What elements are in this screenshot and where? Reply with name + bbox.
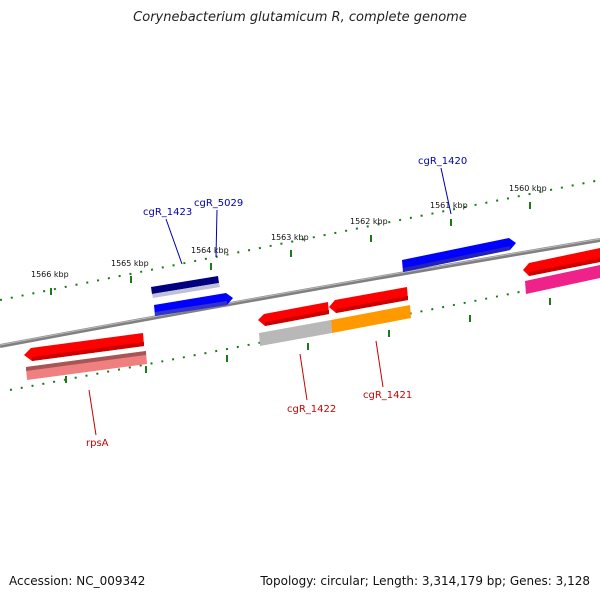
tick-label-1563: 1563 kbp (271, 233, 309, 242)
major-ticks (50, 202, 531, 295)
gene-label-cgR_1421: cgR_1421 (363, 390, 412, 401)
gene-label-cgR_1420: cgR_1420 (418, 156, 467, 167)
genome-summary-text: Topology: circular; Length: 3,314,179 bp… (260, 574, 590, 588)
genome-backbone (0, 238, 600, 348)
gene-right-red[interactable] (523, 248, 600, 276)
gene-label-cgR_1423: cgR_1423 (143, 207, 192, 218)
tick-label-1564: 1564 kbp (191, 246, 229, 255)
gene-cgR_1421[interactable] (329, 287, 411, 333)
genome-backbone-highlight (0, 238, 600, 346)
gene-label-rpsA: rpsA (86, 438, 109, 449)
accession-text: Accession: NC_009342 (9, 574, 146, 588)
inner-major-ticks (65, 298, 551, 383)
gene-rpsA[interactable] (24, 333, 147, 380)
gene-cgR_1423[interactable] (151, 276, 220, 298)
gene-label-cgR_1422: cgR_1422 (287, 404, 336, 415)
tick-label-1560: 1560 kbp (509, 184, 547, 193)
tick-label-1565: 1565 kbp (111, 259, 149, 268)
gene-right-pink[interactable] (525, 265, 600, 294)
map-title: Corynebacterium glutamicum R, complete g… (133, 10, 467, 25)
gene-cgR_1420[interactable] (402, 238, 516, 272)
tick-label-1562: 1562 kbp (350, 217, 388, 226)
gene-label-cgR_5029: cgR_5029 (194, 198, 243, 209)
gene-cgR_5029[interactable] (154, 293, 233, 316)
tick-label-1566: 1566 kbp (31, 270, 69, 279)
label-leaders (88, 167, 452, 436)
gene-cgR_1422[interactable] (258, 302, 332, 346)
